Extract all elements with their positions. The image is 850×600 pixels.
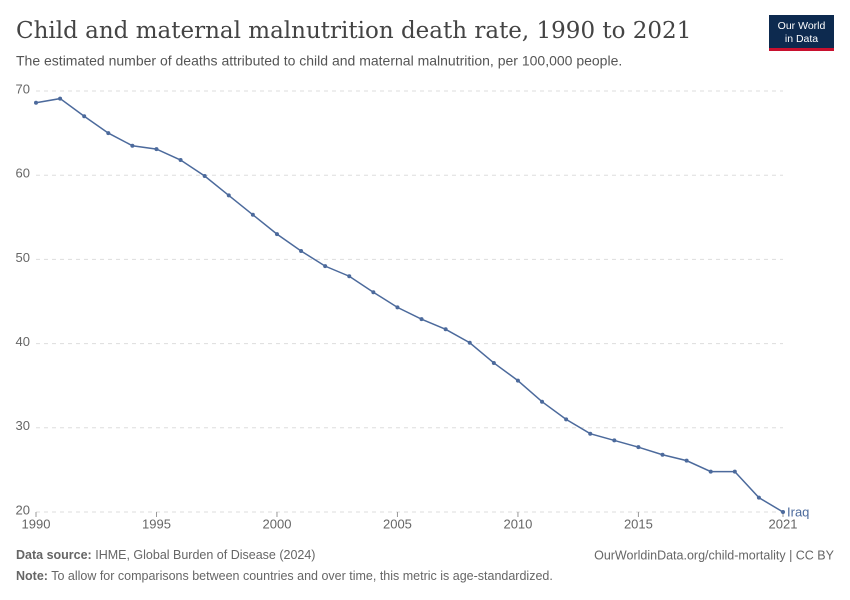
point — [299, 248, 304, 253]
point — [612, 438, 617, 443]
point — [443, 327, 448, 332]
point — [515, 378, 520, 383]
url[interactable]: OurWorldinData.org/child-mortality | CC … — [594, 548, 835, 562]
point — [323, 264, 328, 269]
point — [636, 445, 641, 450]
logo[interactable]: Our World in Data — [769, 15, 834, 51]
note-text: To allow for comparisons between countri… — [51, 569, 553, 583]
point — [274, 232, 279, 237]
point — [58, 96, 63, 101]
point — [154, 147, 159, 152]
series-label: Iraq — [787, 504, 809, 519]
y-tick-label: 50 — [16, 250, 30, 265]
point — [660, 452, 665, 457]
x-tick-label: 1995 — [142, 516, 171, 531]
x-tick-label: 2021 — [769, 516, 798, 531]
point — [34, 100, 38, 105]
point — [82, 114, 87, 119]
logo-text: Our World — [778, 20, 826, 32]
point — [419, 317, 424, 322]
point — [732, 469, 737, 474]
point — [781, 510, 785, 514]
chart-title: Child and maternal malnutrition death ra… — [16, 18, 691, 44]
point — [467, 340, 472, 345]
point — [756, 495, 761, 500]
point — [250, 212, 255, 217]
point — [395, 305, 400, 310]
point — [588, 431, 593, 436]
note: Note: To allow for comparisons between c… — [16, 569, 553, 583]
point — [202, 174, 207, 179]
point — [540, 399, 545, 404]
point — [491, 360, 496, 365]
x-tick-label: 2015 — [624, 516, 653, 531]
point — [564, 417, 569, 422]
y-tick-label: 20 — [16, 502, 30, 517]
source-text: IHME, Global Burden of Disease (2024) — [95, 548, 315, 562]
point — [106, 131, 111, 136]
series-line — [35, 97, 784, 513]
point — [130, 143, 135, 148]
chart-subtitle: The estimated number of deaths attribute… — [16, 53, 622, 69]
y-tick-label: 70 — [16, 81, 30, 96]
y-tick-label: 30 — [16, 418, 30, 433]
x-tick-label: 2000 — [263, 516, 292, 531]
point — [708, 469, 713, 474]
x-tick-label: 2010 — [503, 516, 532, 531]
y-tick-label: 40 — [16, 334, 30, 349]
point — [684, 458, 689, 463]
y-tick-label: 60 — [16, 166, 30, 181]
x-tick-label: 1990 — [22, 516, 51, 531]
x-tick-label: 2005 — [383, 516, 412, 531]
note-label: Note: — [16, 569, 48, 583]
point — [371, 290, 376, 295]
source-label: Data source: — [16, 548, 92, 562]
logo-bar — [769, 48, 834, 51]
point — [178, 158, 183, 163]
point — [226, 193, 231, 198]
logo-box[interactable] — [769, 15, 834, 49]
logo-text: in Data — [785, 33, 818, 45]
point — [347, 274, 352, 279]
source: Data source: IHME, Global Burden of Dise… — [16, 548, 315, 562]
